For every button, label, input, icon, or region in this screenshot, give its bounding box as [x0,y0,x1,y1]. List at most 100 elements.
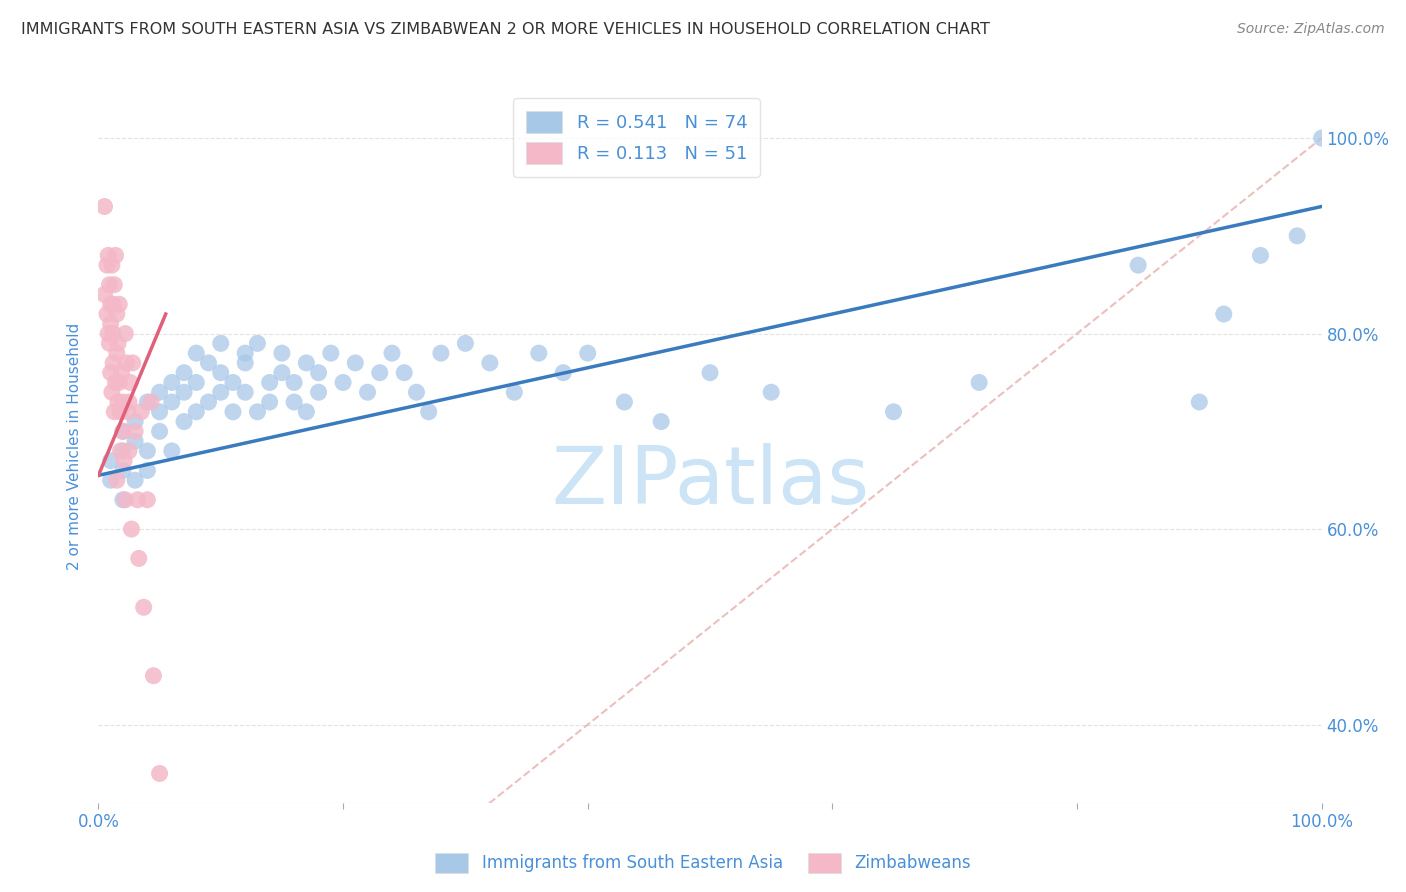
Point [100,473,122,487]
Point [100,366,122,380]
Point [108,376,131,390]
Point [110,443,132,458]
Point [295,356,318,370]
Point [103,277,125,292]
Point [132,600,155,615]
Point [124,434,146,449]
Point [93,287,115,301]
Point [173,385,195,400]
Point [381,346,404,360]
Point [96,307,118,321]
Point [883,405,905,419]
Point [478,356,501,370]
Point [430,346,453,360]
Point [209,385,232,400]
Point [117,405,139,419]
Point [118,443,141,458]
Point [173,366,195,380]
Point [160,395,183,409]
Point [503,385,526,400]
Legend: Immigrants from South Eastern Asia, Zimbabweans: Immigrants from South Eastern Asia, Zimb… [429,847,977,880]
Point [142,669,165,683]
Point [114,326,136,341]
Point [576,346,599,360]
Point [197,395,219,409]
Point [111,395,134,409]
Point [1310,131,1333,145]
Point [197,356,219,370]
Point [149,425,172,439]
Point [186,405,208,419]
Point [209,336,232,351]
Point [356,385,378,400]
Point [124,473,146,487]
Point [160,376,183,390]
Point [136,492,159,507]
Point [98,336,121,351]
Point [405,385,427,400]
Point [344,356,367,370]
Text: Source: ZipAtlas.com: Source: ZipAtlas.com [1237,22,1385,37]
Point [149,405,172,419]
Point [100,453,122,467]
Point [186,346,208,360]
Point [127,492,149,507]
Point [120,376,142,390]
Point [129,405,152,419]
Point [111,492,134,507]
Point [98,277,121,292]
Point [97,248,120,262]
Point [101,356,124,370]
Point [1212,307,1234,321]
Point [128,551,150,566]
Point [283,395,305,409]
Point [186,376,208,390]
Point [136,443,159,458]
Point [110,405,132,419]
Point [149,766,172,780]
Point [111,463,134,477]
Point [96,258,118,272]
Point [111,366,134,380]
Point [233,346,256,360]
Point [107,336,129,351]
Point [111,443,134,458]
Text: IMMIGRANTS FROM SOUTH EASTERN ASIA VS ZIMBABWEAN 2 OR MORE VEHICLES IN HOUSEHOLD: IMMIGRANTS FROM SOUTH EASTERN ASIA VS ZI… [21,22,990,37]
Point [101,258,124,272]
Point [233,356,256,370]
Point [139,395,162,409]
Y-axis label: 2 or more Vehicles in Household: 2 or more Vehicles in Household [67,322,83,570]
Point [101,297,124,311]
Point [259,376,281,390]
Point [650,415,672,429]
Point [173,415,195,429]
Point [104,248,127,262]
Point [107,395,129,409]
Point [115,356,138,370]
Point [246,336,269,351]
Point [100,317,122,331]
Point [105,307,128,321]
Point [136,395,159,409]
Point [222,376,245,390]
Point [105,473,128,487]
Point [368,366,391,380]
Point [100,297,122,311]
Point [613,395,636,409]
Point [101,385,124,400]
Point [246,405,269,419]
Point [527,346,550,360]
Point [283,376,305,390]
Point [308,366,330,380]
Point [118,395,141,409]
Legend: R = 0.541   N = 74, R = 0.113   N = 51: R = 0.541 N = 74, R = 0.113 N = 51 [513,98,759,177]
Point [259,395,281,409]
Point [93,200,115,214]
Point [124,415,146,429]
Point [295,405,318,419]
Point [124,425,146,439]
Point [967,376,990,390]
Point [111,425,134,439]
Point [699,366,721,380]
Point [114,492,136,507]
